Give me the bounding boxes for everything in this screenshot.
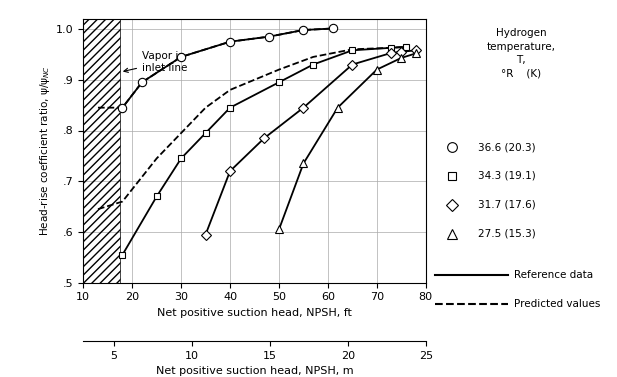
Text: 27.5 (15.3): 27.5 (15.3) bbox=[478, 228, 536, 239]
Text: 31.7 (17.6): 31.7 (17.6) bbox=[478, 200, 536, 210]
Text: Hydrogen
temperature,
T,
°R    (K): Hydrogen temperature, T, °R (K) bbox=[487, 29, 556, 78]
Bar bbox=[83, 19, 120, 283]
Text: Vapor in
inlet line: Vapor in inlet line bbox=[124, 51, 188, 73]
Text: 34.3 (19.1): 34.3 (19.1) bbox=[478, 171, 536, 181]
Text: Reference data: Reference data bbox=[515, 270, 594, 280]
X-axis label: Net positive suction head, NPSH, m: Net positive suction head, NPSH, m bbox=[155, 366, 354, 376]
Text: Predicted values: Predicted values bbox=[515, 299, 601, 309]
Y-axis label: Head-rise coefficient ratio, ψ/ψ$_{NC}$: Head-rise coefficient ratio, ψ/ψ$_{NC}$ bbox=[38, 65, 52, 236]
X-axis label: Net positive suction head, NPSH, ft: Net positive suction head, NPSH, ft bbox=[157, 308, 352, 318]
Text: 36.6 (20.3): 36.6 (20.3) bbox=[478, 142, 536, 152]
